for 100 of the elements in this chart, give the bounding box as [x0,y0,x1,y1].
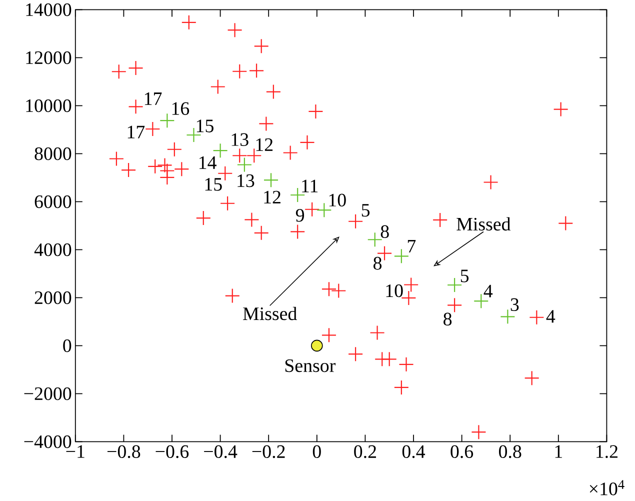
annotation: 17 [144,92,162,105]
x-tick-label: −0.2 [252,445,285,458]
point [308,104,324,119]
point [120,162,136,178]
point [128,60,144,76]
point [181,14,196,30]
y-tick-label: 14000 [26,3,72,16]
point [432,212,448,228]
point [263,172,279,188]
point [558,216,574,231]
x-tick-label: −0.6 [156,445,189,458]
y-tick-label: 4000 [34,243,72,256]
point [447,297,462,312]
annotation: 10 [386,284,403,297]
point [471,424,486,440]
annotation: 5 [362,204,370,216]
point [232,64,248,79]
x-tick-label: 0 [312,445,321,458]
point [394,248,409,264]
point [311,340,323,352]
x-tick-label: 0.4 [402,445,426,458]
x-tick-label: 1 [555,445,562,458]
point [304,202,320,217]
point [128,98,144,114]
x-tick-label: 1.2 [596,445,618,458]
y-tick-label: 12000 [26,51,72,64]
point [227,22,242,38]
x-tick-label: 0.8 [498,445,522,458]
point [224,288,240,304]
point [321,281,337,296]
point [220,196,236,211]
point [232,148,248,163]
point [212,142,228,158]
point [401,290,416,306]
annotation: Missed [243,306,297,320]
annotation: 17 [128,126,145,138]
annotation: 10 [329,194,346,206]
point [382,351,397,366]
point [300,134,315,150]
point [331,282,346,298]
point [108,150,124,166]
y-tick-label: 0 [63,339,72,352]
point [254,225,269,240]
annotation: 8 [444,312,452,326]
point [248,62,264,78]
annotation: 5 [460,269,469,282]
point [160,170,175,185]
point [367,232,382,247]
y-tick-label: 8000 [34,147,72,160]
y-tick-label: 6000 [34,195,72,208]
point [370,324,385,340]
point [553,102,568,117]
point [258,116,274,132]
point [524,370,540,386]
point [210,78,226,94]
annotation: 8 [374,256,382,270]
point [236,156,252,172]
point [157,157,172,173]
point [148,158,163,174]
annotation: 9 [296,208,304,222]
point [483,174,498,190]
annotation: 7 [408,240,416,252]
point [394,380,409,395]
annotation: Missed [456,217,511,230]
annotation: 12 [264,190,280,204]
annotation: 4 [546,310,556,322]
point [174,161,190,176]
point [254,38,269,54]
x-tick-label: −0.4 [204,445,238,458]
point [290,224,306,240]
text: ×10$^{4}$ [590,480,624,496]
annotation: 8 [380,225,389,238]
point [166,142,182,157]
point [196,210,211,226]
point [282,144,298,160]
annotation: 13 [232,133,248,146]
annotation: 15 [205,178,222,191]
annotation: Sensor [285,359,336,372]
annotation: 11 [302,180,318,192]
point [145,121,160,136]
x-tick-label: 0.2 [354,445,376,458]
annotation: 14 [199,156,216,169]
x-tick-label: 0.6 [450,445,474,458]
annotation: 16 [172,102,190,115]
y-tick-label: 2000 [34,291,72,304]
point [111,64,126,79]
x-tick-label: −0.8 [107,445,140,458]
point [529,310,544,325]
point [348,214,364,229]
annotation: 15 [196,119,214,132]
point [447,277,462,292]
point [244,212,260,228]
point [266,84,281,100]
point [348,346,364,362]
annotation: 3 [510,298,519,311]
annotation: 13 [238,174,254,187]
point [404,276,419,292]
annotation: 4 [484,284,493,298]
y-tick-label: −2000 [24,387,72,400]
y-tick-label: 10000 [26,99,72,112]
